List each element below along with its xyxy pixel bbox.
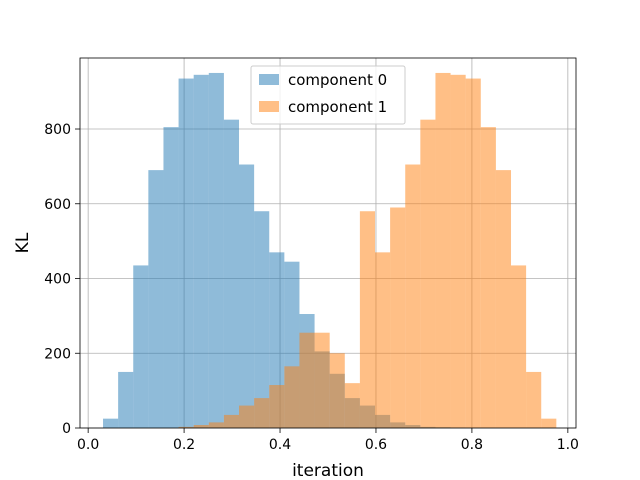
y-tick-label: 600 — [44, 197, 71, 213]
legend-swatch-component-0 — [259, 74, 279, 85]
x-tick-label: 1.0 — [557, 437, 579, 453]
y-tick-label: 400 — [44, 272, 71, 288]
y-axis-label: KL — [13, 232, 33, 253]
histogram-bar — [390, 207, 406, 428]
histogram-bar — [359, 211, 376, 428]
x-axis-label: iteration — [292, 461, 364, 480]
x-tick-label: 0.4 — [269, 437, 291, 453]
histogram-bar — [193, 425, 209, 428]
histogram-bar — [284, 366, 300, 428]
histogram-bar — [526, 371, 542, 428]
histogram-bar — [163, 127, 179, 428]
histogram-bar — [178, 426, 194, 428]
legend-label-component-1: component 1 — [288, 98, 387, 116]
y-tick-label: 800 — [44, 122, 71, 138]
x-tick-label: 0.2 — [173, 437, 195, 453]
x-tick-label: 0.8 — [461, 437, 483, 453]
x-tick-label: 0.6 — [365, 437, 387, 453]
histogram-bar — [133, 265, 149, 428]
histogram-bar — [223, 119, 240, 429]
histogram-bar — [208, 422, 224, 428]
histogram-bar — [223, 414, 240, 428]
histogram-bar — [375, 252, 391, 428]
histogram-bar — [511, 265, 527, 428]
histogram-bar — [193, 74, 209, 429]
histogram-bar — [148, 170, 164, 428]
axis-ticks: 0.0 0.2 0.4 0.6 0.8 1.0 0 200 400 600 800 — [44, 122, 579, 453]
histogram-bar — [208, 72, 224, 428]
y-tick-label: 0 — [62, 421, 71, 437]
histogram-bar — [450, 74, 466, 429]
histogram-bar — [344, 383, 360, 428]
series-1-bars — [178, 72, 557, 429]
histogram-bar — [269, 252, 285, 428]
histogram-bar — [465, 78, 481, 429]
legend-label-component-0: component 0 — [288, 71, 387, 89]
y-tick-label: 200 — [44, 346, 71, 362]
plot-frame — [79, 57, 577, 429]
histogram-bar — [254, 398, 270, 428]
series-0-bars — [103, 72, 466, 429]
legend-box — [250, 65, 406, 125]
histogram-bar — [329, 353, 345, 428]
x-tick-label: 0.0 — [77, 437, 99, 453]
histogram-bar — [420, 119, 436, 429]
histogram-bar — [178, 78, 194, 429]
histogram-bar — [480, 127, 496, 428]
histogram-bar — [269, 385, 285, 428]
histogram-bar — [118, 371, 134, 428]
histogram-bar — [239, 405, 255, 428]
histogram-bar — [254, 211, 270, 428]
histogram-bar — [495, 170, 512, 428]
histogram-bar — [314, 332, 330, 428]
histogram-bar — [405, 164, 421, 429]
histogram-bar — [541, 418, 557, 428]
histogram-bar — [435, 72, 451, 428]
histogram-bar — [299, 332, 315, 428]
histogram-bars — [103, 72, 557, 429]
histogram-bar — [103, 418, 119, 428]
histogram-bar — [239, 164, 255, 429]
legend: component 0 component 1 — [250, 65, 406, 125]
legend-swatch-component-1 — [259, 101, 279, 112]
